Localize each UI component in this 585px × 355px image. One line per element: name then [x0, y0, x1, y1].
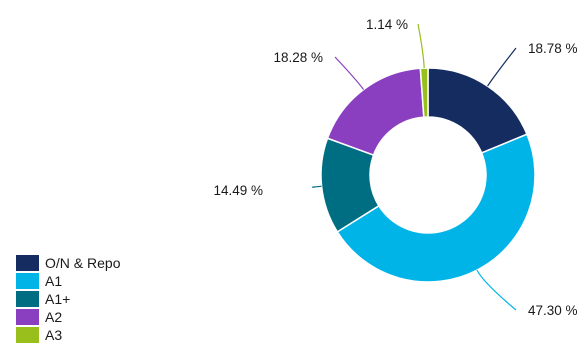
chart-legend: O/N & Repo A1 A1+ A2 A3 [16, 254, 120, 344]
data-label-a1: 47.30 % [528, 303, 578, 318]
legend-swatch-a1-plus [16, 291, 39, 307]
legend-label-a3: A3 [45, 327, 63, 343]
data-label-a1-plus: 14.49 % [213, 183, 263, 198]
leader-line-a2 [334, 56, 365, 90]
slice-a1 [336, 133, 536, 283]
legend-label-a1: A1 [45, 273, 63, 289]
legend-swatch-on-repo [16, 255, 39, 271]
data-label-on-repo: 18.78 % [528, 41, 578, 56]
legend-item-a3: A3 [16, 326, 120, 344]
legend-swatch-a2 [16, 309, 39, 325]
leader-line-on-repo [487, 47, 517, 87]
legend-label-on-repo: O/N & Repo [45, 255, 121, 271]
slice-a2 [326, 67, 425, 157]
slice-a3 [419, 67, 429, 118]
legend-item-a1: A1 [16, 272, 120, 290]
leader-line-a1-plus [311, 185, 322, 188]
legend-swatch-a3 [16, 327, 39, 343]
legend-label-a2: A2 [45, 309, 63, 325]
legend-label-a1-plus: A1+ [45, 291, 71, 307]
leader-line-a1 [476, 269, 517, 311]
legend-item-on-repo: O/N & Repo [16, 254, 120, 272]
data-label-a3: 1.14 % [366, 17, 408, 32]
leader-line-a3 [417, 23, 425, 69]
legend-swatch-a1 [16, 273, 39, 289]
data-label-a2: 18.28 % [273, 50, 323, 65]
legend-item-a1-plus: A1+ [16, 290, 120, 308]
legend-item-a2: A2 [16, 308, 120, 326]
